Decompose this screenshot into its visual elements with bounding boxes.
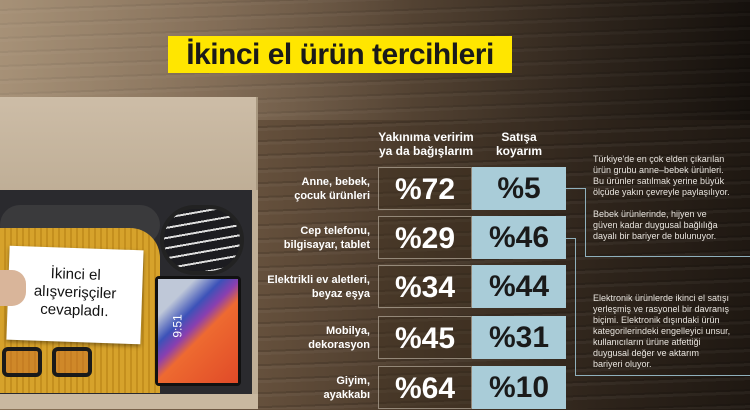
- row-label-line: bilgisayar, tablet: [283, 239, 370, 251]
- row-label: Cep telefonu, bilgisayar, tablet: [230, 224, 370, 252]
- note-card: İkinci el alışverişçiler cevapladı.: [6, 245, 144, 345]
- note-line: dayalı bir bariyer de bulunuyor.: [593, 231, 717, 241]
- glasses-icon: [0, 347, 100, 377]
- note-line: ürün grubu anne–bebek ürünleri.: [593, 165, 724, 175]
- row-label-line: Anne, bebek,: [301, 176, 370, 188]
- column-header-give: Yakınıma veririm ya da bağışlarım: [366, 130, 486, 158]
- give-percent-cell: %72: [378, 167, 472, 210]
- note-line: bariyeri oluyor.: [593, 359, 652, 369]
- connector-line: [566, 188, 585, 189]
- page-title: İkinci el ürün tercihleri: [168, 36, 512, 73]
- row-label: Anne, bebek, çocuk ürünleri: [230, 175, 370, 203]
- box-front: [0, 394, 258, 409]
- row-label: Giyim, ayakkabı: [230, 374, 370, 402]
- note-line: [593, 198, 745, 209]
- note-line: duygusal değer ve aktarım: [593, 348, 700, 358]
- column-header-sell: Satışa koyarım: [474, 130, 564, 158]
- give-percent-cell: %34: [378, 265, 472, 308]
- card-line: cevapladı.: [39, 300, 109, 321]
- give-percent-cell: %64: [378, 366, 472, 409]
- box-flap: [0, 97, 258, 192]
- connector-line: [566, 238, 575, 239]
- tablet: 9:51: [155, 276, 241, 386]
- tablet-clock: 9:51: [170, 314, 185, 338]
- belt: [160, 205, 244, 275]
- row-label-line: çocuk ürünleri: [294, 190, 370, 202]
- row-label-line: Elektrikli ev aletleri,: [267, 274, 370, 286]
- header-line: ya da bağışlarım: [378, 144, 474, 158]
- connector-line: [585, 256, 750, 257]
- connector-line: [585, 188, 586, 256]
- hand-thumb: [0, 270, 26, 306]
- row-label-line: ayakkabı: [323, 389, 370, 401]
- tablet-screen: 9:51: [158, 279, 238, 383]
- row-label-line: dekorasyon: [308, 339, 370, 351]
- sell-percent-cell: %10: [472, 366, 566, 409]
- note-line: yerleşmiş ve rasyonel bir davranış: [593, 304, 730, 314]
- note-line: biçimi. Elektronik dışındaki ürün: [593, 315, 720, 325]
- header-line: Satışa: [501, 130, 537, 144]
- row-label-line: beyaz eşya: [311, 288, 370, 300]
- sell-percent-cell: %31: [472, 316, 566, 359]
- sell-percent-cell: %44: [472, 265, 566, 308]
- header-line: koyarım: [495, 144, 543, 158]
- row-label-line: Cep telefonu,: [300, 225, 370, 237]
- note-line: ölçüde yakın çevreyle paylaşılıyor.: [593, 187, 730, 197]
- note-line: Elektronik ürünlerde ikinci el satışı: [593, 293, 730, 303]
- sell-percent-cell: %5: [472, 167, 566, 210]
- note-baby-products: Türkiye'de en çok elden çıkarılan ürün gr…: [593, 154, 745, 242]
- row-label: Elektrikli ev aletleri, beyaz eşya: [230, 273, 370, 301]
- sell-percent-cell: %46: [472, 216, 566, 259]
- note-line: Bebek ürünlerinde, hijyen ve: [593, 209, 707, 219]
- give-percent-cell: %45: [378, 316, 472, 359]
- note-line: Türkiye'de en çok elden çıkarılan: [593, 154, 725, 164]
- note-line: kullanıcıların ürüne atfettiği: [593, 337, 701, 347]
- connector-line: [575, 238, 576, 375]
- row-label: Mobilya, dekorasyon: [230, 324, 370, 352]
- give-percent-cell: %29: [378, 216, 472, 259]
- row-label-line: Mobilya,: [325, 325, 370, 337]
- note-line: Bu ürünler satılmak yerine büyük: [593, 176, 725, 186]
- note-line: kategorilerindeki engelleyici unsur,: [593, 326, 731, 336]
- row-label-line: Giyim,: [336, 375, 370, 387]
- note-electronics: Elektronik ürünlerde ikinci el satışı yer…: [593, 293, 745, 370]
- connector-line: [575, 375, 750, 376]
- header-line: Yakınıma veririm: [378, 130, 474, 144]
- note-line: güven kadar duygusal bağlılığa: [593, 220, 718, 230]
